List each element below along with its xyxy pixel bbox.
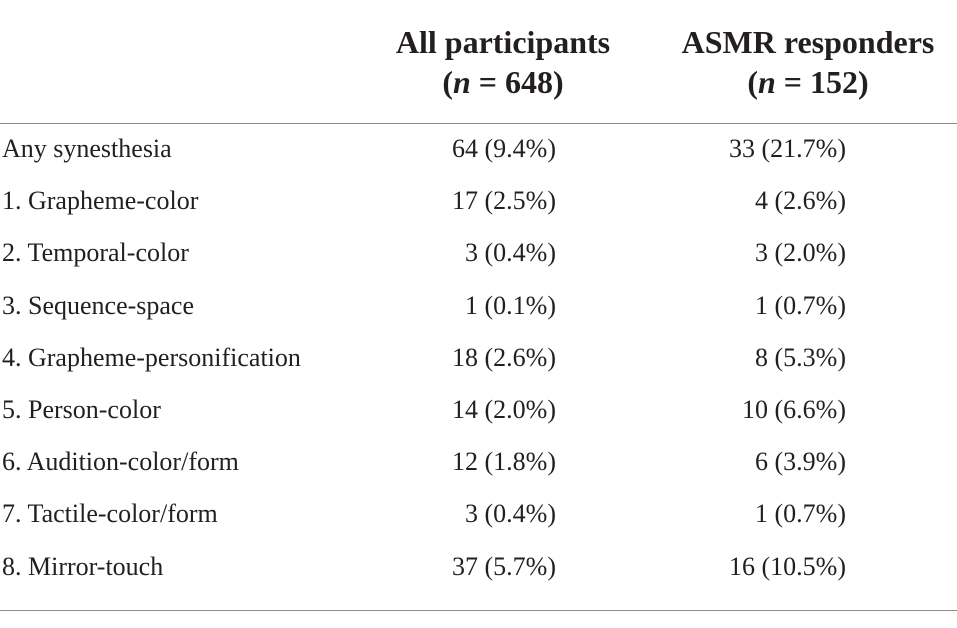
- row-label: 3. Sequence-space: [2, 290, 195, 320]
- cell-all-participants: 37 (5.7%): [452, 551, 556, 581]
- table-row: 6. Audition-color/form 12 (1.8%) 6 (3.9%): [0, 441, 957, 493]
- header-rule: [0, 123, 957, 124]
- table-row: Any synesthesia 64 (9.4%) 33 (21.7%): [0, 128, 957, 180]
- cell-all-participants: 1 (0.1%): [465, 290, 556, 320]
- table-header: All participants (n = 648) ASMR responde…: [0, 22, 957, 104]
- row-label: 1. Grapheme-color: [2, 186, 199, 216]
- row-label: Any synesthesia: [2, 134, 172, 163]
- cell-asmr-responders: 10 (6.6%): [742, 394, 846, 424]
- row-label: 2. Temporal-color: [2, 238, 189, 268]
- row-label: 5. Person-color: [2, 394, 161, 424]
- cell-all-participants: 18 (2.6%): [452, 342, 556, 372]
- cell-all-participants: 12 (1.8%): [452, 447, 556, 477]
- table-row: 2. Temporal-color 3 (0.4%) 3 (2.0%): [0, 232, 957, 284]
- row-label: 7. Tactile-color/form: [2, 499, 218, 529]
- cell-asmr-responders: 33 (21.7%): [729, 134, 846, 163]
- row-label: 6. Audition-color/form: [2, 447, 239, 477]
- cell-all-participants: 3 (0.4%): [465, 238, 556, 268]
- cell-all-participants: 64 (9.4%): [452, 134, 556, 163]
- bottom-rule: [0, 610, 957, 611]
- table-row: 4. Grapheme-personification 18 (2.6%) 8 (5…: [0, 337, 957, 389]
- table-row: 1. Grapheme-color 17 (2.5%) 4 (2.6%): [0, 180, 957, 232]
- table-row: 8. Mirror-touch 37 (5.7%) 16 (10.5%): [0, 546, 957, 598]
- table-body: Any synesthesia 64 (9.4%) 33 (21.7%) 1. Gra…: [0, 128, 957, 598]
- column-header-asmr-responders: ASMR responders (n = 152): [660, 22, 956, 102]
- cell-asmr-responders: 1 (0.7%): [755, 290, 846, 320]
- table-row: 5. Person-color 14 (2.0%) 10 (6.6%): [0, 389, 957, 441]
- cell-all-participants: 14 (2.0%): [452, 394, 556, 424]
- column-title: All participants: [395, 24, 611, 60]
- cell-asmr-responders: 3 (2.0%): [755, 238, 846, 268]
- column-n: (n = 152): [747, 64, 869, 100]
- cell-asmr-responders: 16 (10.5%): [729, 551, 846, 581]
- cell-all-participants: 17 (2.5%): [452, 186, 556, 216]
- row-label: 4. Grapheme-personification: [2, 342, 301, 372]
- column-header-all-participants: All participants (n = 648): [370, 22, 636, 102]
- row-label: 8. Mirror-touch: [2, 551, 164, 581]
- table-row: 3. Sequence-space 1 (0.1%) 1 (0.7%): [0, 285, 957, 337]
- cell-asmr-responders: 8 (5.3%): [755, 342, 846, 372]
- cell-asmr-responders: 6 (3.9%): [755, 447, 846, 477]
- cell-asmr-responders: 1 (0.7%): [755, 499, 846, 529]
- table-row: 7. Tactile-color/form 3 (0.4%) 1 (0.7%): [0, 493, 957, 545]
- column-title: ASMR responders: [681, 24, 935, 60]
- column-n: (n = 648): [442, 64, 564, 100]
- cell-asmr-responders: 4 (2.6%): [755, 186, 846, 216]
- cell-all-participants: 3 (0.4%): [465, 499, 556, 529]
